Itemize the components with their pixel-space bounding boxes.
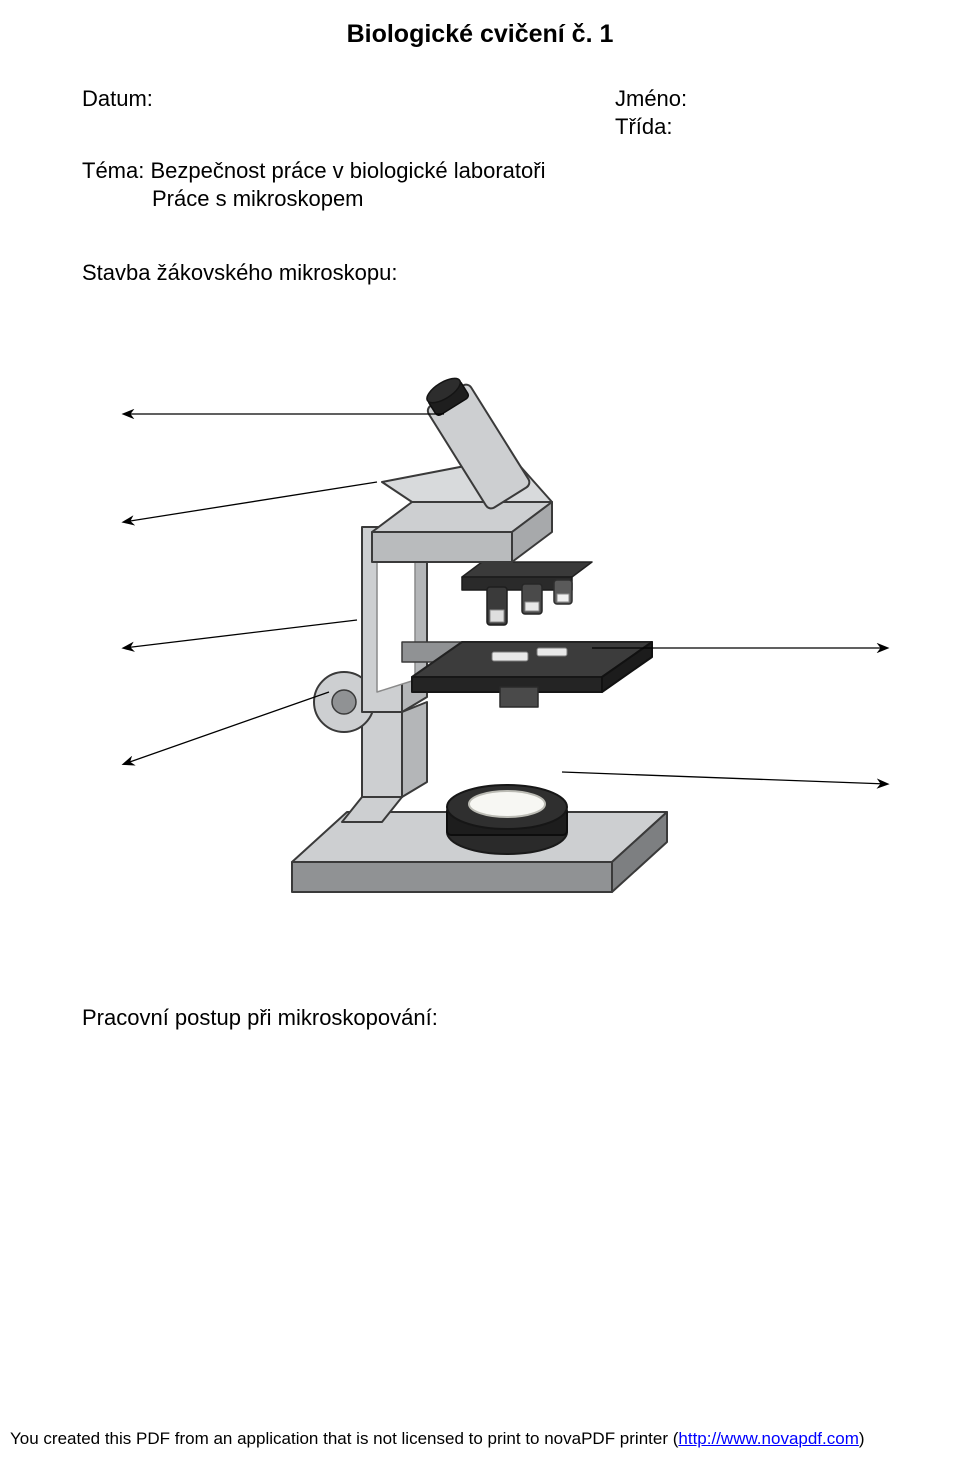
- label-tema2: Práce s mikroskopem: [152, 186, 364, 212]
- label-tema: Téma: Bezpečnost práce v biologické labo…: [82, 158, 545, 184]
- label-trida: Třída:: [615, 114, 672, 140]
- microscope-diagram: [82, 352, 892, 922]
- label-stavba: Stavba žákovského mikroskopu:: [82, 260, 398, 286]
- label-jmeno: Jméno:: [615, 86, 687, 112]
- page: Biologické cvičení č. 1 Datum: Jméno: Tř…: [0, 0, 960, 1457]
- label-datum: Datum:: [82, 86, 153, 112]
- label-postup: Pracovní postup při mikroskopování:: [82, 1005, 438, 1031]
- footer: You created this PDF from an application…: [10, 1429, 865, 1449]
- footer-link[interactable]: http://www.novapdf.com: [678, 1429, 858, 1448]
- microscope-svg: [82, 352, 892, 922]
- footer-suffix: ): [859, 1429, 865, 1448]
- page-title: Biologické cvičení č. 1: [0, 20, 960, 49]
- footer-prefix: You created this PDF from an application…: [10, 1429, 678, 1448]
